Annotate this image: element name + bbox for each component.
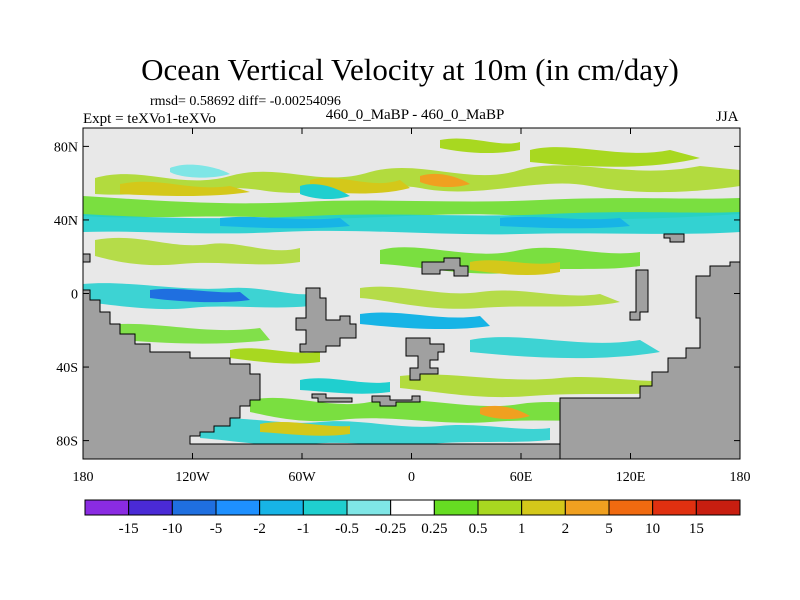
colorbar-swatch [521,499,566,516]
colorbar-swatch [477,499,523,516]
colorbar-swatch [171,499,217,516]
experiment-label: Expt = teXVo1-teXVo [83,111,216,127]
colorbar-swatch [390,499,435,516]
axis-ticks: 80N 40N 0 40S 80S 180 120W 60W 0 60E 120E 180 [54,128,751,485]
island-d [629,269,649,321]
x-tick-label: 60W [288,470,316,485]
colorbar-label: -5 [210,521,223,537]
map-title: Ocean Vertical Velocity at 10m (in cm/da… [141,52,679,87]
colorbar-swatch [302,499,348,516]
southern-continent-west [83,289,561,459]
colorbar-label: 0.5 [469,521,488,537]
colorbar-label: 5 [605,521,613,537]
colorbar-label: -10 [162,521,182,537]
colorbar-swatch [346,499,392,516]
colorbar-label: -0.5 [335,521,359,537]
season-label: JJA [716,109,739,125]
colorbar: -15 -10 -5 -2 -1 -0.5 -0.25 0.25 0.5 1 2 5 10 15 [84,499,741,537]
colorbar-label: 0.25 [421,521,447,537]
x-tick-label: 120W [175,470,210,485]
colorbar-label: 10 [645,521,660,537]
island-e [663,233,685,243]
x-tick-label: 120E [616,470,646,485]
island-b [405,337,445,381]
colorbar-swatch [608,499,654,516]
colorbar-swatch [128,499,173,516]
colorbar-label: 15 [689,521,704,537]
island-f [311,393,353,403]
x-tick-label: 0 [408,470,415,485]
y-tick-label: 80S [56,435,78,450]
colorbar-label: -2 [253,521,266,537]
colorbar-swatch [564,499,610,516]
y-tick-label: 40N [54,214,78,229]
colorbar-label: -15 [119,521,139,537]
y-tick-label: 0 [71,288,78,303]
southern-continent-east [559,261,740,459]
x-tick-label: 180 [730,470,751,485]
map-plot-area [83,128,740,459]
island-h [83,253,91,263]
x-tick-label: 60E [510,470,533,485]
colorbar-swatch [215,499,261,516]
y-tick-label: 40S [56,361,78,376]
colorbar-swatch [259,499,304,516]
y-tick-label: 80N [54,140,78,155]
colorbar-swatch [84,499,130,516]
colorbar-label: -0.25 [375,521,406,537]
colorbar-label: 2 [562,521,570,537]
colorbar-swatch [695,499,741,516]
colorbar-label: 1 [518,521,526,537]
colorbar-swatch [433,499,479,516]
x-tick-label: 180 [73,470,94,485]
island-a [295,287,357,353]
rmsd-diff-stats: rmsd= 0.58692 diff= -0.00254096 [150,94,341,109]
land-masses [83,233,740,459]
colorbar-label: -1 [297,521,310,537]
island-c [421,257,469,277]
velocity-field [83,138,740,446]
island-g [371,395,421,407]
colorbar-swatch [652,499,697,516]
case-subtitle: 460_0_MaBP - 460_0_MaBP [325,107,505,123]
